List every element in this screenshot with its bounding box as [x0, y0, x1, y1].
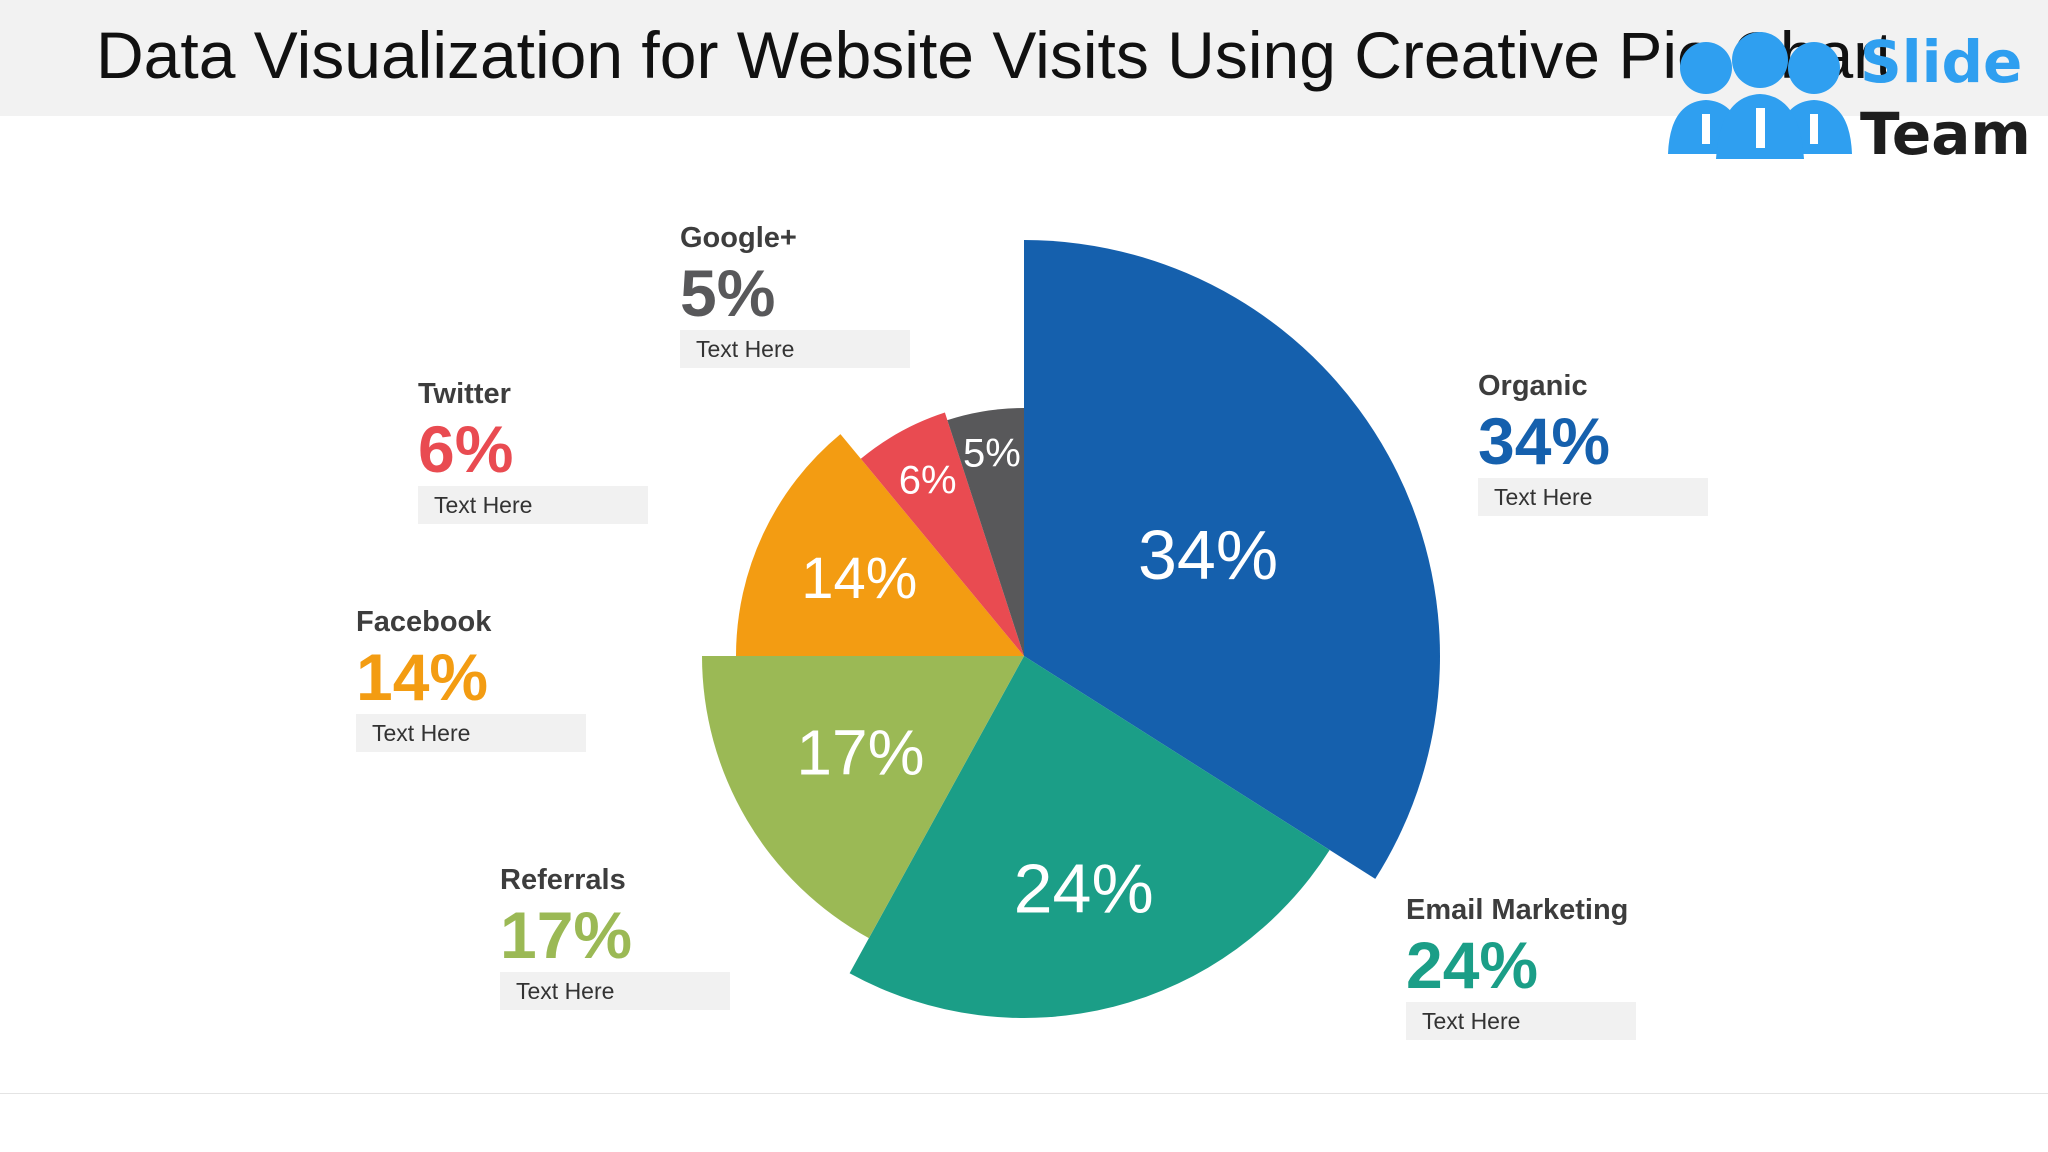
pie-slice-referrals: [702, 656, 1024, 939]
callout-organic: Organic 34% Text Here: [1478, 368, 1718, 516]
callout-facebook-text: Text Here: [356, 714, 586, 752]
callout-organic-value: 34%: [1478, 404, 1611, 478]
callout-twitter: Twitter 6% Text Here: [418, 376, 658, 524]
pie-slice-google: [947, 408, 1024, 656]
pie-slice-organic: [1024, 240, 1440, 879]
pie-slice-facebook: [736, 434, 1024, 656]
slice-label-email-marketing: 24%: [1014, 849, 1154, 927]
callout-email-value: 24%: [1406, 928, 1539, 1002]
slice-label-organic: 34%: [1138, 516, 1278, 594]
slice-label-twitter: 6%: [899, 459, 957, 503]
callout-email-marketing: Email Marketing 24% Text Here: [1406, 892, 1646, 1040]
slice-label-referrals: 17%: [796, 717, 924, 789]
callout-referrals-name: Referrals: [500, 864, 626, 896]
footer-divider: [0, 1093, 2048, 1094]
callout-email-name: Email Marketing: [1406, 894, 1629, 926]
callout-twitter-name: Twitter: [418, 378, 511, 410]
pie-slice-twitter: [860, 412, 1024, 656]
callout-facebook-name: Facebook: [356, 606, 492, 638]
callout-organic-name: Organic: [1478, 370, 1588, 402]
pie-slice-email-marketing: [849, 656, 1330, 1019]
callout-organic-text: Text Here: [1478, 478, 1708, 516]
callout-google-text: Text Here: [680, 330, 910, 368]
people-icon: [1668, 32, 1852, 159]
slice-label-facebook: 14%: [801, 546, 917, 611]
callout-google-plus: Google+ 5% Text Here: [680, 220, 920, 368]
callout-google-name: Google+: [680, 222, 797, 254]
slide-title: Data Visualization for Website Visits Us…: [96, 18, 1894, 92]
logo-slide-text: Slide: [1860, 28, 2023, 96]
callout-referrals: Referrals 17% Text Here: [500, 862, 740, 1010]
callout-facebook: Facebook 14% Text Here: [356, 604, 596, 752]
callout-email-text: Text Here: [1406, 1002, 1636, 1040]
logo-team-text: Team: [1860, 100, 2031, 168]
callout-twitter-text: Text Here: [418, 486, 648, 524]
callout-referrals-text: Text Here: [500, 972, 730, 1010]
slice-label-google: 5%: [963, 432, 1021, 476]
callout-twitter-value: 6%: [418, 412, 514, 486]
logo: Slide Team: [1664, 24, 2031, 174]
callout-facebook-value: 14%: [356, 640, 489, 714]
callout-referrals-value: 17%: [500, 898, 633, 972]
callout-google-value: 5%: [680, 256, 776, 330]
